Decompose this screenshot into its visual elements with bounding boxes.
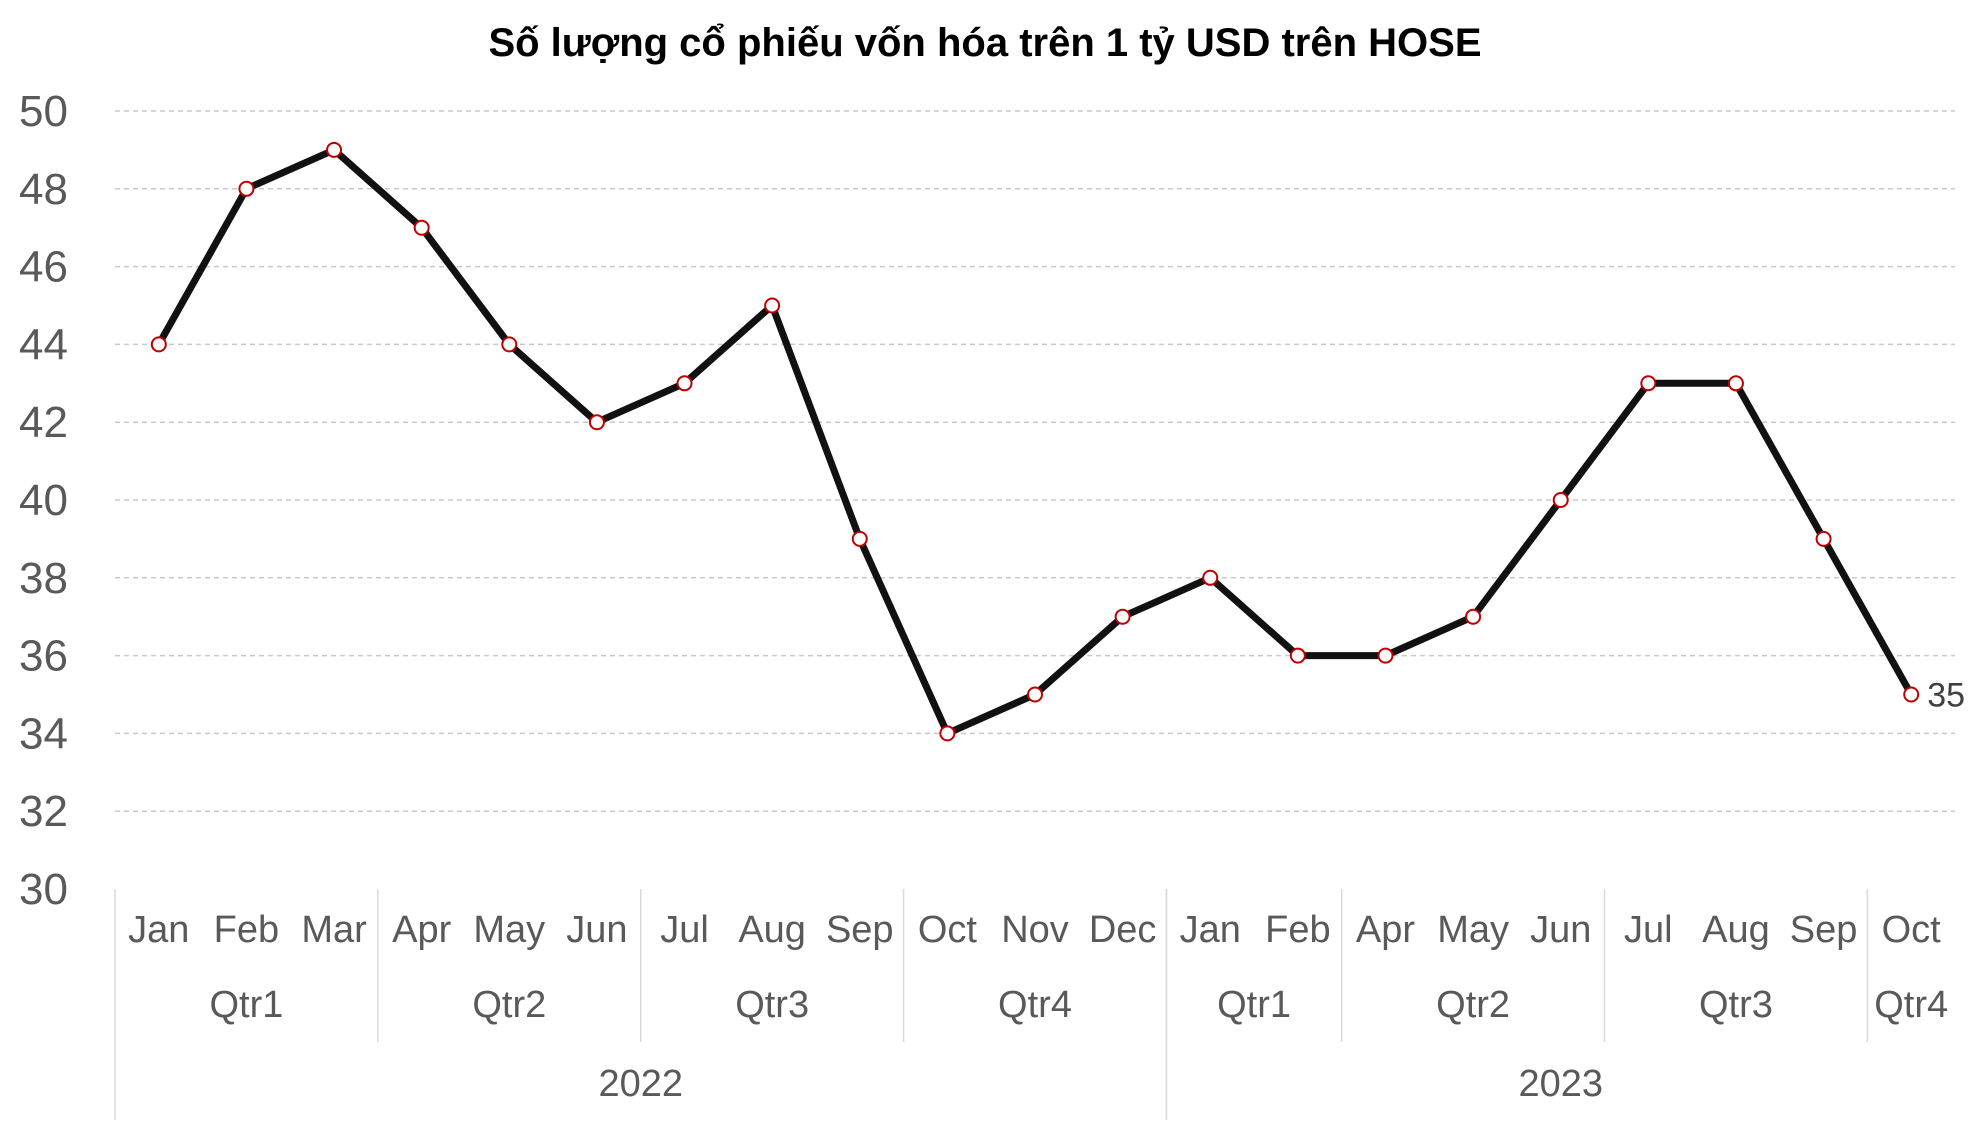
data-point (1640, 375, 1657, 392)
x-tick-label: Apr (392, 909, 451, 951)
x-tick-label: Feb (1265, 909, 1330, 951)
y-tick-label: 36 (19, 632, 68, 681)
data-point (501, 336, 518, 353)
data-point (588, 414, 605, 431)
x-tick-label: Jun (566, 909, 627, 951)
data-point (1114, 608, 1131, 625)
data-point (1465, 608, 1482, 625)
y-tick-label: 48 (19, 165, 68, 214)
data-point (1202, 569, 1219, 586)
x-tick-label: Oct (918, 909, 978, 951)
data-label: 35 (1927, 677, 1965, 715)
quarter-label: Qtr3 (735, 984, 809, 1026)
data-point (326, 141, 343, 158)
y-tick-label: 34 (19, 709, 68, 758)
data-point (1815, 530, 1832, 547)
y-tick-label: 46 (19, 243, 68, 292)
x-tick-label: May (473, 909, 545, 951)
x-tick-label: Jul (660, 909, 709, 951)
data-point (413, 219, 430, 236)
y-axis: 30 32 34 36 38 40 42 44 46 48 50 (19, 87, 68, 914)
y-tick-label: 42 (19, 398, 68, 447)
quarter-label: Qtr1 (1217, 984, 1291, 1026)
quarter-label: Qtr2 (1436, 984, 1510, 1026)
x-tick-label: Aug (738, 909, 806, 951)
data-point (851, 530, 868, 547)
y-tick-label: 40 (19, 476, 68, 525)
quarter-label: Qtr2 (472, 984, 546, 1026)
data-labels: 35 (1927, 677, 1965, 715)
x-tick-label: Feb (214, 909, 279, 951)
data-point (939, 725, 956, 742)
x-tick-label: Dec (1089, 909, 1157, 951)
data-point (764, 297, 781, 314)
quarter-label: Qtr1 (209, 984, 283, 1026)
x-tick-label: Jun (1530, 909, 1591, 951)
data-point (1552, 492, 1569, 508)
x-tick-label: Mar (301, 909, 367, 951)
gridlines (115, 110, 1955, 812)
y-tick-label: 38 (19, 554, 68, 603)
x-tick-label: Apr (1356, 909, 1415, 951)
x-axis: Jan Feb Mar Apr May Jun Jul Aug Sep Oct Nov Dec Jan F… (114, 889, 1948, 1120)
data-point (676, 375, 693, 392)
x-tick-label: Sep (1790, 909, 1858, 951)
x-tick-label: Nov (1001, 909, 1069, 951)
y-tick-label: 30 (19, 865, 68, 914)
year-label: 2022 (598, 1063, 683, 1105)
series-layer (150, 141, 1920, 742)
x-tick-label: Aug (1702, 909, 1770, 951)
quarter-label: Qtr3 (1699, 984, 1773, 1026)
x-tick-label: Jan (1180, 909, 1241, 951)
quarter-label: Qtr4 (1874, 984, 1948, 1026)
series-line (155, 146, 1915, 737)
x-tick-label: Jul (1624, 909, 1673, 951)
data-point (1903, 686, 1920, 703)
x-tick-label: Jan (128, 909, 189, 951)
quarter-label: Qtr4 (998, 984, 1072, 1026)
year-label: 2023 (1518, 1063, 1603, 1105)
x-tick-label: Oct (1882, 909, 1942, 951)
data-point (238, 180, 255, 197)
y-tick-label: 32 (19, 787, 68, 836)
x-tick-label: May (1437, 909, 1509, 951)
chart-title: Số lượng cổ phiếu vốn hóa trên 1 tỷ USD … (488, 21, 1481, 65)
data-point (1289, 647, 1306, 664)
y-tick-label: 50 (19, 87, 68, 136)
x-tick-label: Sep (826, 909, 894, 951)
data-point (150, 336, 167, 353)
y-tick-label: 44 (19, 320, 68, 369)
data-point (1727, 375, 1744, 392)
data-point (1377, 647, 1394, 664)
data-point (1027, 686, 1043, 703)
